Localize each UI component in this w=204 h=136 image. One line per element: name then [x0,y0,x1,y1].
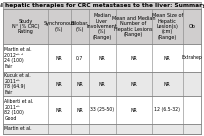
Text: Mean and Median
Number of
Hepatic Lesions
(Range): Mean and Median Number of Hepatic Lesion… [112,16,155,37]
Text: NR: NR [56,55,63,61]
Text: NR: NR [130,55,137,61]
Text: Synchronous
(%): Synchronous (%) [43,21,75,32]
Text: NR: NR [130,81,137,86]
Bar [3,2,201,9]
Text: Martin et al.: Martin et al. [4,126,32,132]
Text: NR: NR [76,81,83,86]
Bar [3,44,201,72]
Text: NR: NR [76,107,83,112]
Text: 12 (6.5-32): 12 (6.5-32) [154,107,180,112]
Text: 0.7: 0.7 [76,55,83,61]
Bar [3,96,201,124]
Bar [3,124,201,134]
Bar [3,72,201,96]
Text: Extrahep: Extrahep [182,55,202,61]
Text: NR: NR [56,81,63,86]
Text: NR: NR [56,107,63,112]
Text: NR: NR [164,55,171,61]
Text: NR: NR [99,55,105,61]
Text: NR: NR [164,81,171,86]
Text: Martin et al.
2012ᵃʰ ᵈ
24 (100)
Fair: Martin et al. 2012ᵃʰ ᵈ 24 (100) Fair [4,47,32,69]
Text: Table 6  Local hepatic therapies for CRC metastases to the liver: Summary of tum: Table 6 Local hepatic therapies for CRC … [0,3,204,8]
Text: Aliberti et al.
2011ᵃʰ
82 (100)
Good: Aliberti et al. 2011ᵃʰ 82 (100) Good [4,99,34,121]
Text: NR: NR [130,107,137,112]
Text: 33 (25-50): 33 (25-50) [90,107,114,112]
Text: Ob: Ob [188,24,195,29]
Text: Kucuk et al.
2011ᵃʰ
78 (64.9)
Fair: Kucuk et al. 2011ᵃʰ 78 (64.9) Fair [4,73,31,95]
Text: Bilobar
(%): Bilobar (%) [71,21,88,32]
Bar [3,9,201,44]
Text: NR: NR [99,81,105,86]
Text: Study
N° (% CRC)
Rating: Study N° (% CRC) Rating [12,19,39,34]
Text: Median
Liver
Involvement
(%)
(Range): Median Liver Involvement (%) (Range) [87,13,117,40]
Text: Mean Size of
Hepatic
Lesion(s)
(cm)
(Range): Mean Size of Hepatic Lesion(s) (cm) (Ran… [152,13,183,40]
